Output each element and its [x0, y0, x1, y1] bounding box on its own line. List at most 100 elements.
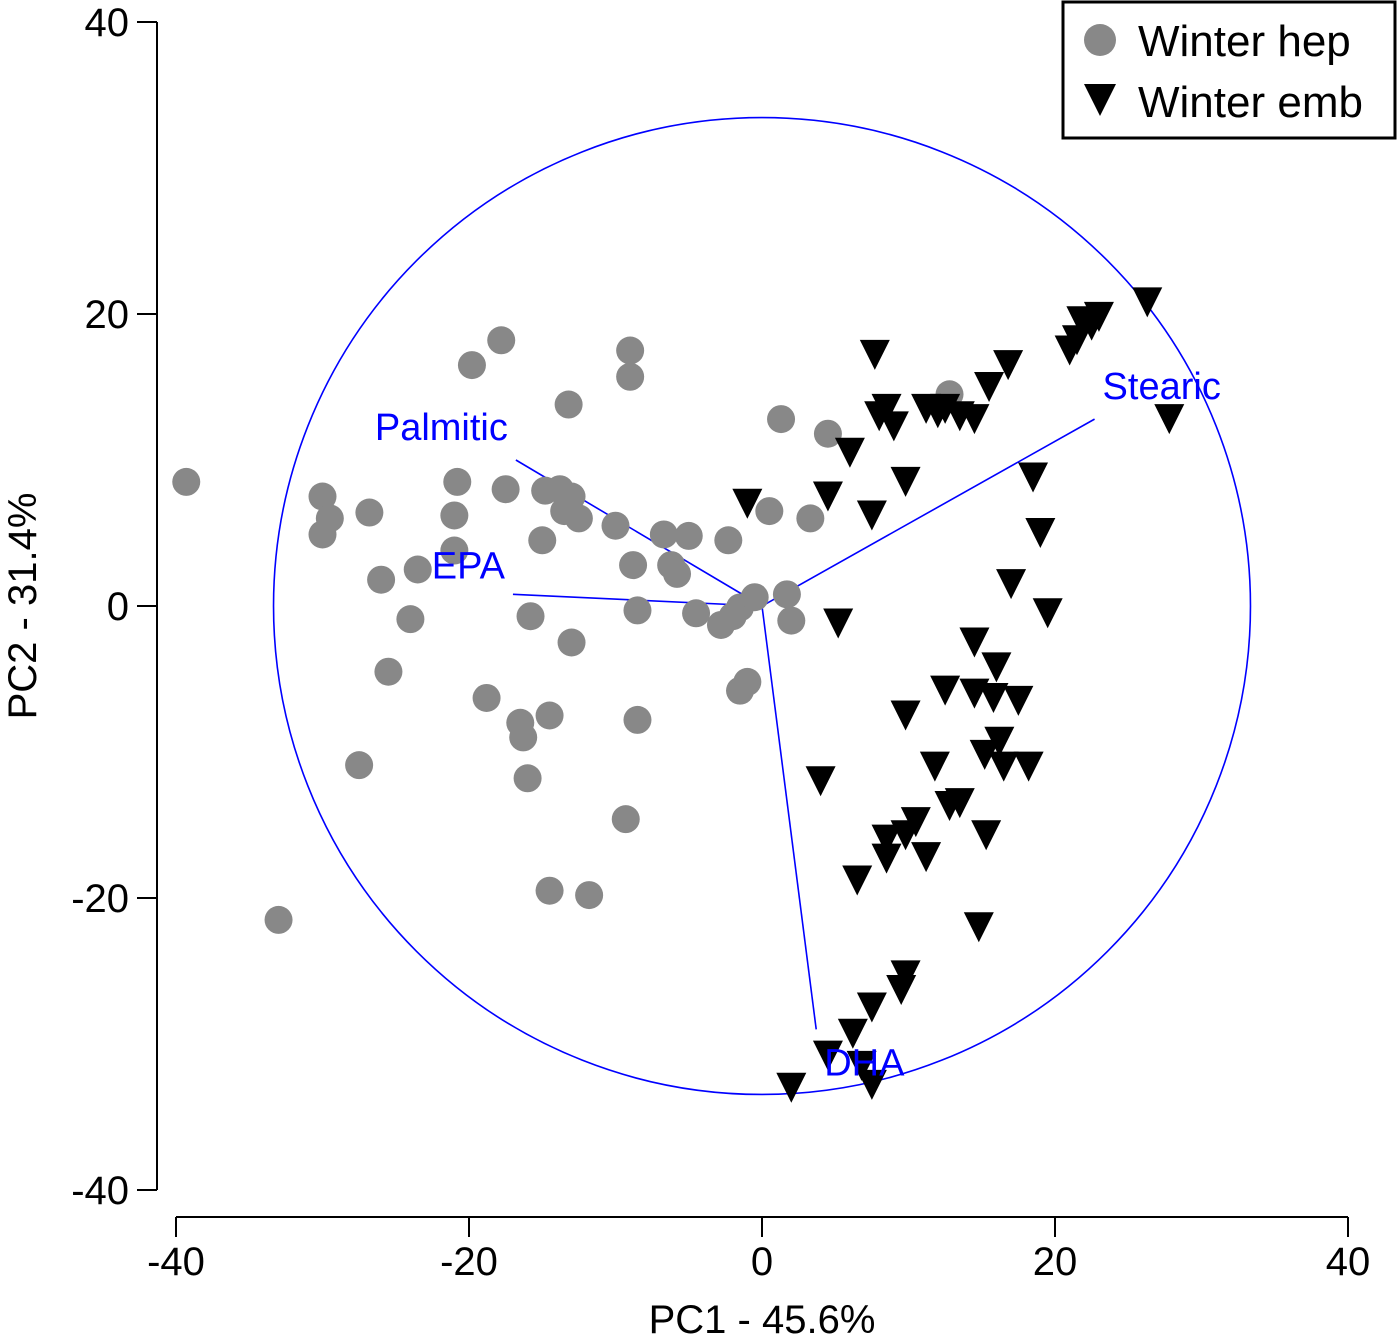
- point-winter-hep: [403, 555, 432, 584]
- point-winter-emb: [974, 372, 1005, 402]
- point-winter-hep: [649, 520, 678, 549]
- point-winter-hep: [374, 657, 403, 686]
- point-winter-emb: [934, 791, 965, 822]
- point-winter-emb: [1013, 751, 1044, 782]
- point-winter-emb: [859, 339, 890, 370]
- x-tick-label: -40: [147, 1240, 205, 1284]
- point-winter-hep: [777, 606, 806, 635]
- point-winter-emb: [919, 751, 950, 782]
- point-winter-emb: [1066, 306, 1097, 337]
- point-winter-emb: [823, 608, 854, 639]
- point-winter-hep: [611, 805, 640, 834]
- point-winter-hep: [509, 723, 538, 752]
- point-winter-emb: [1025, 518, 1056, 548]
- correlation-circle: [272, 116, 1252, 1096]
- point-winter-emb: [890, 466, 921, 497]
- point-winter-emb: [842, 865, 873, 896]
- legend-label-winter-hep: Winter hep: [1138, 17, 1351, 66]
- point-winter-emb: [963, 912, 994, 943]
- x-tick-label: 0: [751, 1240, 773, 1284]
- point-winter-emb: [959, 404, 990, 435]
- y-tick-label: -20: [71, 877, 129, 921]
- data-points: [172, 287, 1185, 1103]
- loading-line-dha: [761, 605, 817, 1030]
- point-winter-emb: [856, 1069, 887, 1100]
- point-winter-hep: [367, 565, 396, 594]
- point-winter-hep: [623, 596, 652, 625]
- point-winter-emb: [969, 739, 1000, 770]
- y-tick-label: 40: [85, 1, 130, 45]
- point-winter-emb: [890, 700, 921, 731]
- point-winter-emb: [911, 842, 942, 873]
- legend: Winter hep Winter emb: [1061, 0, 1397, 140]
- point-winter-hep: [714, 526, 743, 555]
- point-winter-emb: [812, 481, 843, 512]
- point-winter-hep: [535, 876, 564, 905]
- loading-line-stearic: [761, 418, 1095, 607]
- point-winter-hep: [623, 705, 652, 734]
- point-winter-hep: [616, 336, 645, 365]
- point-winter-hep: [616, 362, 645, 391]
- point-winter-emb: [834, 437, 865, 468]
- loading-label-stearic: Stearic: [1103, 366, 1221, 408]
- loading-label-epa: EPA: [432, 545, 506, 587]
- y-tick-label: -40: [71, 1169, 129, 1213]
- point-winter-emb: [886, 974, 917, 1005]
- point-winter-emb: [988, 751, 1019, 782]
- point-winter-hep: [733, 667, 762, 696]
- point-winter-emb: [1018, 462, 1049, 493]
- point-winter-hep: [674, 521, 703, 550]
- point-winter-emb: [996, 569, 1027, 600]
- point-winter-hep: [557, 628, 586, 657]
- point-winter-emb: [978, 682, 1009, 713]
- point-winter-emb: [1054, 335, 1085, 366]
- point-winter-hep: [663, 559, 692, 588]
- point-winter-emb: [837, 1018, 868, 1049]
- point-winter-hep: [772, 580, 801, 609]
- point-winter-hep: [564, 504, 593, 533]
- x-tick-label: -20: [440, 1240, 498, 1284]
- point-winter-hep: [516, 602, 545, 631]
- point-winter-hep: [172, 467, 201, 496]
- point-winter-hep: [796, 504, 825, 533]
- point-winter-hep: [487, 326, 516, 355]
- point-winter-hep: [813, 419, 842, 448]
- point-winter-emb: [930, 675, 961, 706]
- loading-label-dha: DHA: [824, 1042, 905, 1084]
- legend-box: [1061, 0, 1397, 140]
- point-winter-emb: [856, 992, 887, 1023]
- point-winter-emb: [981, 652, 1012, 683]
- x-axis-title: PC1 - 45.6%: [649, 1298, 876, 1336]
- y-axis-title: PC2 - 31.4%: [1, 493, 45, 720]
- point-winter-hep: [457, 351, 486, 380]
- point-winter-emb: [984, 726, 1015, 757]
- point-winter-emb: [776, 1072, 807, 1103]
- point-winter-hep: [440, 501, 469, 530]
- legend-marker-winter-hep: [1084, 24, 1116, 56]
- correlation-circle-layer: [272, 116, 1252, 1096]
- x-tick-label: 20: [1033, 1240, 1078, 1284]
- point-winter-emb: [878, 411, 909, 442]
- point-winter-hep: [682, 599, 711, 628]
- point-winter-hep: [491, 475, 520, 504]
- point-winter-emb: [812, 1040, 843, 1071]
- point-winter-emb: [805, 766, 836, 797]
- y-tick-label: 20: [85, 293, 130, 337]
- point-winter-hep: [355, 498, 384, 527]
- point-winter-hep: [396, 605, 425, 634]
- loading-label-palmitic: Palmitic: [375, 407, 508, 449]
- point-winter-emb: [871, 824, 902, 855]
- axes: 40 20 0 -20 -40 -40 -20 0 20 40: [71, 1, 1370, 1284]
- point-winter-hep: [619, 551, 648, 580]
- point-winter-hep: [554, 390, 583, 419]
- point-winter-hep: [264, 905, 293, 934]
- point-winter-hep: [308, 520, 337, 549]
- point-winter-emb: [856, 500, 887, 531]
- x-tick-label: 40: [1326, 1240, 1371, 1284]
- point-winter-emb: [1154, 404, 1185, 435]
- point-winter-hep: [575, 881, 604, 910]
- loading-labels: Palmitic EPA Stearic DHA: [375, 366, 1221, 1084]
- point-winter-emb: [871, 393, 902, 424]
- point-winter-hep: [535, 701, 564, 730]
